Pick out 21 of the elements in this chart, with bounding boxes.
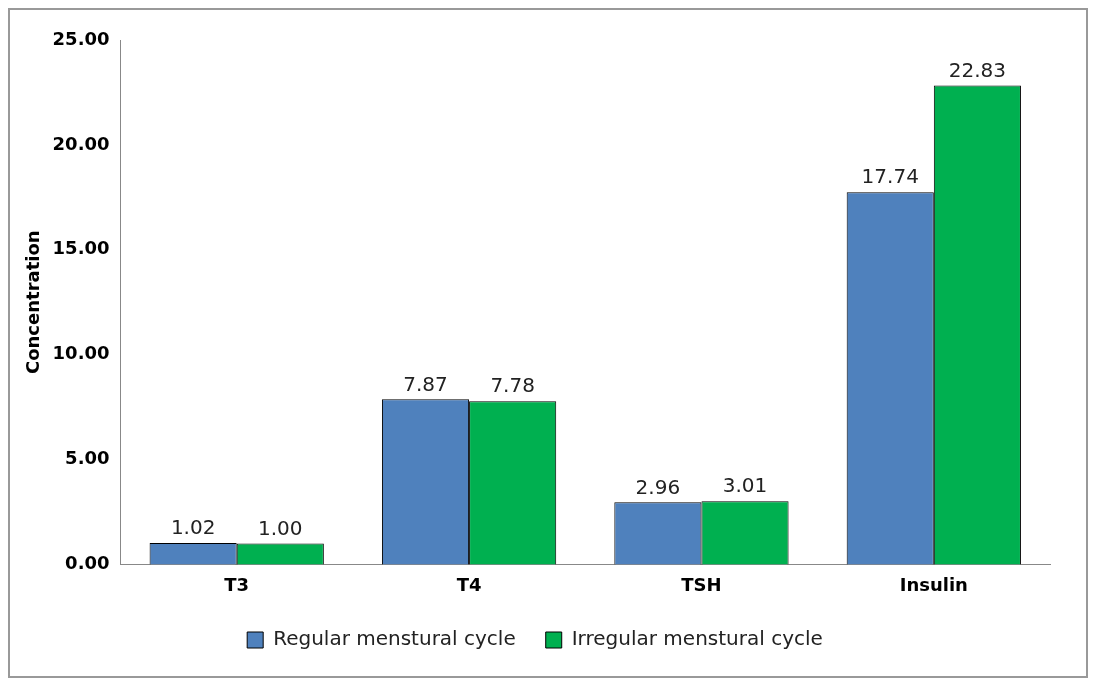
x-tick-label: TSH — [681, 573, 722, 595]
x-tick-label: Insulin — [899, 573, 968, 595]
data-label: 2.96 — [635, 474, 681, 499]
legend-label: Regular menstural cycle — [273, 626, 516, 651]
y-tick-label: 10.00 — [52, 342, 110, 364]
y-tick-label: 0.00 — [65, 552, 110, 574]
y-tick-label: 20.00 — [52, 132, 110, 154]
x-tick-label: T4 — [456, 573, 482, 595]
x-tick-label: T3 — [224, 573, 250, 595]
data-label: 1.00 — [258, 515, 303, 540]
legend-label: Irregular menstural cycle — [571, 626, 823, 651]
y-tick-label: 15.00 — [52, 237, 110, 259]
y-tick-label: 5.00 — [65, 447, 110, 469]
data-label: 1.02 — [170, 515, 216, 540]
data-label: 17.74 — [861, 164, 919, 189]
data-label: 3.01 — [722, 473, 768, 498]
data-label: 22.83 — [948, 57, 1007, 82]
data-label: 7.87 — [403, 371, 448, 396]
y-axis-title: Concentration — [22, 230, 44, 375]
y-tick-label: 25.00 — [52, 27, 110, 49]
data-label: 7.78 — [490, 373, 535, 398]
